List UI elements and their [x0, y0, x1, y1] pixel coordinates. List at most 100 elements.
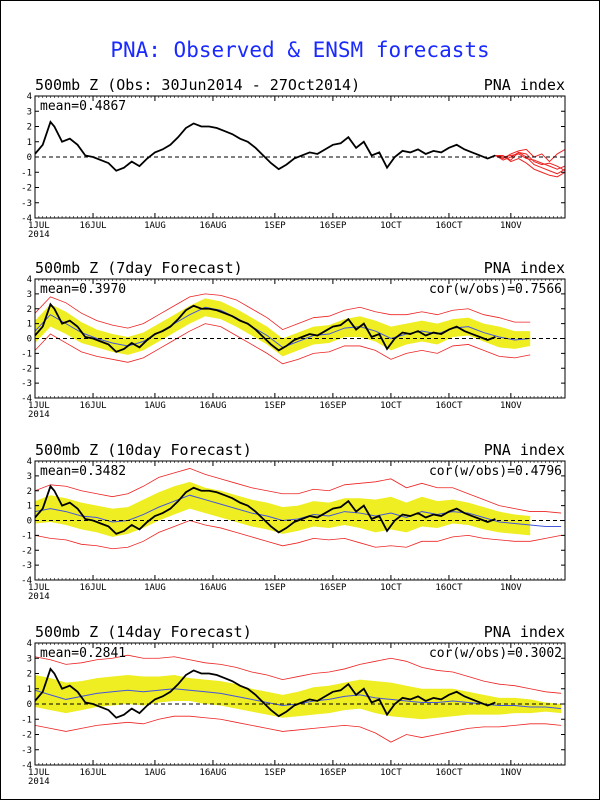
x-tick-label: 1JUL — [28, 221, 50, 231]
y-tick-label: 1 — [27, 320, 32, 330]
y-tick-label: -2 — [21, 364, 32, 374]
x-tick-label: 1OCT — [380, 221, 402, 231]
plot-area — [35, 468, 562, 550]
y-tick-label: 4 — [27, 457, 32, 467]
chart-panel-2: 500mb Z (7day Forecast) PNA index mean=0.3… — [21, 259, 566, 420]
y-tick-label: -4 — [21, 214, 32, 224]
x-tick-label: 16OCT — [435, 221, 463, 231]
year-label: 2014 — [28, 777, 50, 787]
x-tick-label: 1SEP — [264, 768, 286, 778]
panel-index-label: PNA index — [484, 259, 565, 277]
correlation-label: cor(w/obs)=0.3002 — [429, 646, 562, 661]
x-tick-label: 1AUG — [144, 583, 166, 593]
year-label: 2014 — [28, 592, 50, 602]
plot-area — [35, 293, 531, 365]
y-tick-label: 2 — [27, 305, 32, 315]
spread-band — [35, 481, 531, 537]
panel-title: 500mb Z (14day Forecast) — [35, 623, 252, 641]
x-tick-label: 1SEP — [264, 401, 286, 411]
x-tick-label: 16SEP — [319, 401, 347, 411]
y-tick-label: 0 — [27, 517, 32, 527]
y-tick-label: 2 — [27, 487, 32, 497]
y-tick-label: -1 — [21, 531, 32, 541]
panel-title: 500mb Z (7day Forecast) — [35, 259, 243, 277]
chart-panel-3: 500mb Z (10day Forecast) PNA index mean=0.… — [21, 441, 566, 602]
x-tick-label: 16AUG — [199, 768, 226, 778]
y-tick-label: 1 — [27, 685, 32, 695]
panel-index-label: PNA index — [484, 441, 565, 459]
y-tick-label: -1 — [21, 715, 32, 725]
y-tick-label: 3 — [27, 654, 32, 664]
forecast-member-line-5 — [495, 151, 565, 172]
y-tick-label: -4 — [21, 576, 32, 586]
x-tick-label: 1NOV — [500, 768, 522, 778]
y-tick-label: 1 — [27, 502, 32, 512]
mean-label: mean=0.3482 — [40, 464, 126, 479]
observed-line — [35, 667, 496, 719]
envelope-upper-line — [35, 468, 562, 514]
plot-area — [35, 654, 562, 743]
observed-line — [35, 120, 496, 172]
y-tick-label: -2 — [21, 731, 32, 741]
y-tick-label: 1 — [27, 138, 32, 148]
y-tick-label: 2 — [27, 670, 32, 680]
x-tick-label: 1NOV — [500, 221, 522, 231]
x-tick-label: 16JUL — [79, 401, 106, 411]
page-title: PNA: Observed & ENSM forecasts — [110, 38, 490, 62]
x-tick-label: 1JUL — [28, 583, 50, 593]
y-tick-label: 4 — [27, 92, 32, 102]
y-tick-label: -2 — [21, 184, 32, 194]
x-tick-label: 1JUL — [28, 401, 50, 411]
y-tick-label: 3 — [27, 290, 32, 300]
x-tick-label: 16OCT — [435, 401, 463, 411]
mean-label: mean=0.2841 — [40, 646, 126, 661]
x-tick-label: 1JUL — [28, 768, 50, 778]
spread-band — [35, 298, 531, 357]
y-tick-label: -4 — [21, 761, 32, 771]
x-tick-label: 16AUG — [199, 401, 226, 411]
x-tick-label: 1OCT — [380, 583, 402, 593]
chart-panel-4: 500mb Z (14day Forecast) PNA index mean=0.… — [21, 623, 566, 787]
y-tick-label: -1 — [21, 349, 32, 359]
x-tick-label: 16OCT — [435, 768, 463, 778]
x-tick-label: 1SEP — [264, 221, 286, 231]
envelope-lower-line — [35, 323, 531, 365]
plot-area — [35, 120, 565, 178]
envelope-upper-line — [35, 654, 562, 694]
y-tick-label: -1 — [21, 168, 32, 178]
y-tick-label: -3 — [21, 199, 32, 209]
x-tick-label: 16JUL — [79, 583, 106, 593]
x-tick-label: 16AUG — [199, 583, 226, 593]
x-tick-label: 16SEP — [319, 583, 347, 593]
mean-label: mean=0.4867 — [40, 99, 126, 114]
y-tick-label: 2 — [27, 123, 32, 133]
envelope-upper-line — [35, 293, 531, 331]
x-tick-label: 16JUL — [79, 768, 106, 778]
spread-band — [35, 675, 562, 720]
mean-label: mean=0.3970 — [40, 282, 126, 297]
envelope-lower-line — [35, 715, 562, 743]
y-tick-label: 3 — [27, 107, 32, 117]
y-tick-label: 0 — [27, 700, 32, 710]
panel-index-label: PNA index — [484, 623, 565, 641]
y-tick-label: -3 — [21, 561, 32, 571]
y-tick-label: 4 — [27, 275, 32, 285]
x-tick-label: 16OCT — [435, 583, 463, 593]
envelope-lower-line — [35, 520, 562, 550]
forecast-member-line-4 — [495, 153, 565, 170]
panel-index-label: PNA index — [484, 76, 565, 94]
x-tick-label: 1OCT — [380, 401, 402, 411]
x-tick-label: 16SEP — [319, 221, 347, 231]
x-tick-label: 1AUG — [144, 221, 166, 231]
year-label: 2014 — [28, 410, 50, 420]
y-tick-label: -4 — [21, 394, 32, 404]
x-tick-label: 16AUG — [199, 221, 226, 231]
x-tick-label: 1NOV — [500, 401, 522, 411]
y-tick-label: 4 — [27, 639, 32, 649]
correlation-label: cor(w/obs)=0.7566 — [429, 282, 562, 297]
observed-line — [35, 302, 496, 353]
x-tick-label: 1NOV — [500, 583, 522, 593]
y-tick-label: -3 — [21, 379, 32, 389]
x-tick-label: 16JUL — [79, 221, 106, 231]
